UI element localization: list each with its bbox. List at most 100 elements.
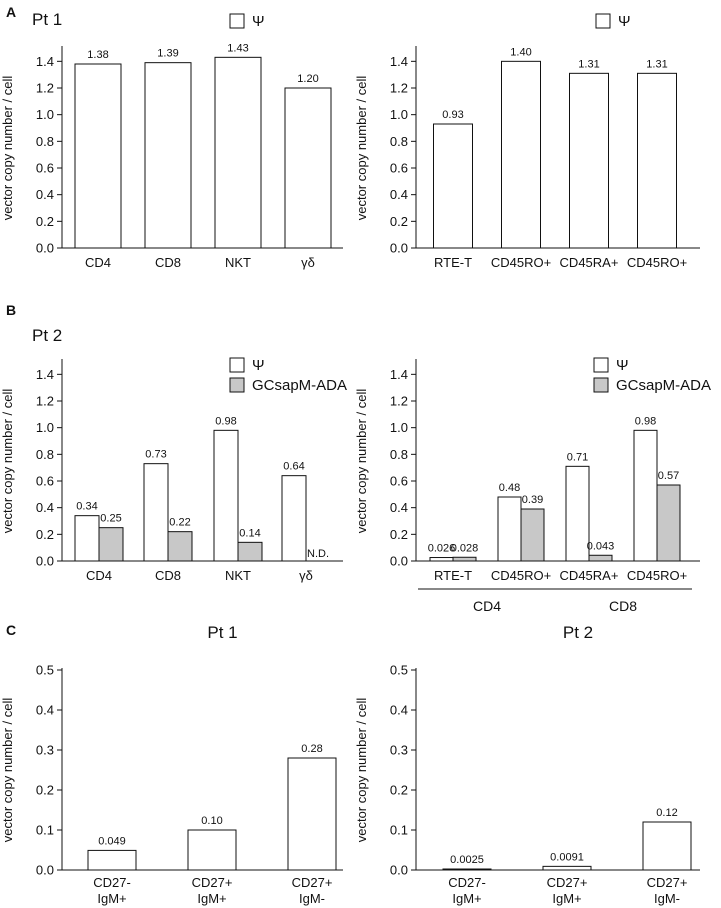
b-left-bar [143, 463, 169, 562]
c-right-category-label: IgM- [654, 891, 680, 906]
a-left-data-label: 1.43 [227, 42, 248, 54]
b-left-bar [237, 541, 263, 562]
c-right-category-label: CD27+ [647, 875, 688, 890]
c-right-y-tick-label: 0.0 [390, 863, 408, 878]
b-right-y-tick-label: 0.0 [390, 554, 408, 569]
b-left-bar [213, 429, 239, 562]
a-right-data-label: 1.31 [646, 58, 667, 70]
b-right-category-label: RTE-T [434, 568, 472, 583]
b-right-y-tick-label: 1.2 [390, 394, 408, 409]
a-right-bar [569, 72, 609, 249]
b-right-data-label: 0.39 [522, 494, 543, 506]
b-left-legend-swatch [229, 357, 245, 373]
c-left-category-label: IgM- [299, 891, 325, 906]
a-right-data-label: 1.40 [510, 46, 531, 58]
a-left-y-tick-label: 1.0 [36, 107, 54, 122]
c-left-category-label: CD27- [93, 875, 131, 890]
b-right-bar [429, 557, 454, 562]
b-left-category-label: NKT [225, 568, 251, 583]
b-left-y-axis-label: vector copy number / cell [0, 389, 15, 534]
b-left-category-label: CD4 [86, 568, 112, 583]
c-left-y-axis-label: vector copy number / cell [0, 698, 15, 843]
b-right-category-label: CD45RO+ [491, 568, 551, 583]
b-left-bar [98, 527, 124, 562]
b-left-data-label: 0.73 [145, 449, 166, 461]
a-right-data-label: 1.31 [578, 58, 599, 70]
b-right-y-tick-label: 1.4 [390, 367, 408, 382]
b-right-bar [633, 429, 658, 562]
b-left-legend-label: GCsapM-ADA [252, 377, 347, 394]
b-right-legend-swatch [593, 357, 609, 373]
a-left-bar [214, 56, 262, 249]
c-left-bar [187, 829, 237, 871]
a-left-bar [144, 62, 192, 249]
b-right-data-label: 0.026 [428, 543, 456, 555]
b-right-data-label: 0.98 [635, 415, 656, 427]
a-right-y-tick-label: 1.4 [390, 54, 408, 69]
a-left-y-tick-label: 0.6 [36, 161, 54, 176]
a-left-y-tick-label: 0.0 [36, 241, 54, 256]
b-left-category-label: CD8 [155, 568, 181, 583]
c-right-y-tick-label: 0.1 [390, 823, 408, 838]
b-right-data-label: 0.48 [499, 482, 520, 494]
panel-letter-a: A [6, 4, 17, 20]
panel-letter-b: B [6, 302, 17, 318]
c-right-category-label: CD27+ [547, 875, 588, 890]
b-right-bar [588, 554, 613, 562]
a-right-y-tick-label: 1.2 [390, 81, 408, 96]
c-right-title: Pt 2 [563, 623, 593, 642]
b-left-data-label: 0.34 [76, 501, 97, 513]
b-left-y-tick-label: 0.4 [36, 500, 54, 515]
a-left-y-tick-label: 0.8 [36, 134, 54, 149]
a-left-y-tick-label: 1.4 [36, 54, 54, 69]
b-right-category-label: CD45RA+ [560, 568, 619, 583]
b-left-y-tick-label: 0.6 [36, 474, 54, 489]
a-left-legend-label: Ψ [252, 13, 265, 30]
a-left-category-label: CD4 [85, 255, 111, 270]
c-right-bar [642, 821, 692, 871]
b-left-y-tick-label: 0.2 [36, 527, 54, 542]
a-right-category-label: CD45RO+ [491, 255, 551, 270]
b-right-y-tick-label: 0.8 [390, 447, 408, 462]
c-left-category-label: IgM+ [197, 891, 226, 906]
c-right-bar [442, 868, 492, 871]
c-right-category-label: CD27- [448, 875, 486, 890]
b-right-y-tick-label: 0.6 [390, 474, 408, 489]
b-right-group-label: CD8 [609, 598, 637, 614]
c-left-category-label: CD27+ [192, 875, 233, 890]
b-right-legend-label: Ψ [616, 357, 629, 374]
b-right-data-label: 0.043 [587, 540, 615, 552]
b-right-bar [452, 556, 477, 562]
a-left-category-label: γδ [301, 255, 315, 270]
b-right-y-axis-label: vector copy number / cell [354, 389, 369, 534]
c-right-bar [542, 865, 592, 871]
b-right-y-tick-label: 0.2 [390, 527, 408, 542]
b-right-data-label: 0.028 [451, 542, 479, 554]
a-right-bar [433, 123, 473, 249]
c-right-category-label: IgM+ [552, 891, 581, 906]
c-right-y-tick-label: 0.4 [390, 703, 408, 718]
b-right-bar [497, 496, 522, 562]
b-right-bar [520, 508, 545, 562]
c-left-title: Pt 1 [207, 623, 237, 642]
panel-a-patient-label: Pt 1 [32, 10, 63, 29]
a-right-y-tick-label: 0.6 [390, 161, 408, 176]
a-left-category-label: CD8 [155, 255, 181, 270]
b-left-bar [167, 531, 193, 562]
a-right-y-tick-label: 0.2 [390, 214, 408, 229]
a-left-legend-swatch [229, 13, 245, 29]
a-right-category-label: CD45RA+ [560, 255, 619, 270]
b-left-legend-swatch [229, 377, 245, 393]
c-left-data-label: 0.28 [301, 743, 322, 755]
c-left-bar [87, 849, 137, 871]
b-right-legend-swatch [593, 377, 609, 393]
c-left-y-tick-label: 0.2 [36, 783, 54, 798]
c-left-data-label: 0.10 [201, 815, 222, 827]
c-right-data-label: 0.12 [656, 807, 677, 819]
a-right-y-tick-label: 1.0 [390, 107, 408, 122]
c-left-y-tick-label: 0.1 [36, 823, 54, 838]
a-left-data-label: 1.39 [157, 48, 178, 60]
c-left-y-tick-label: 0.3 [36, 743, 54, 758]
a-right-y-tick-label: 0.0 [390, 241, 408, 256]
